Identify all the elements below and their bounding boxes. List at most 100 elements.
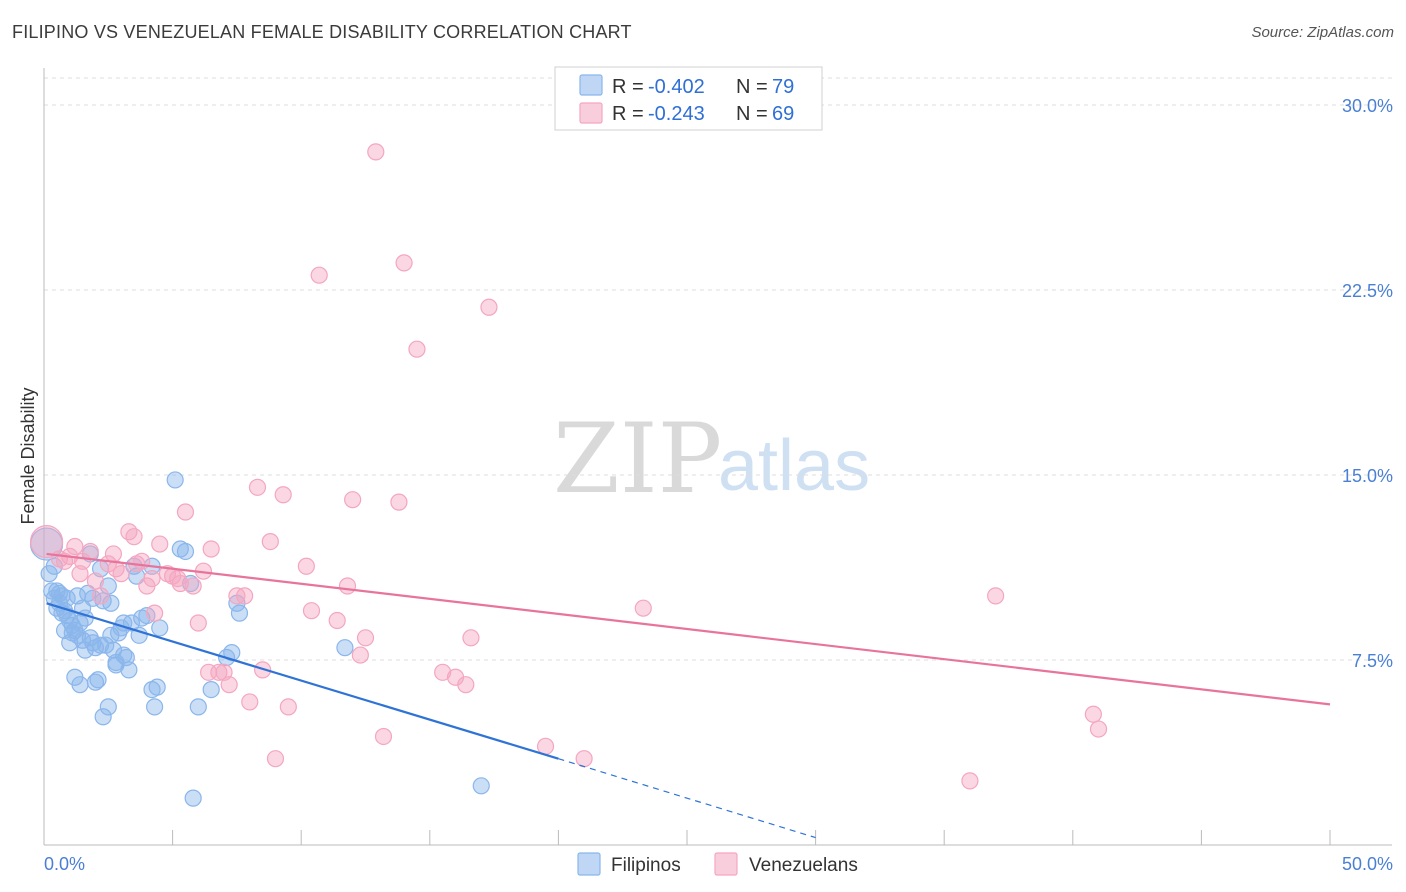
series-legend-swatch-venezuelans — [714, 852, 738, 876]
point-venezuelans-8 — [104, 545, 123, 563]
series-legend-swatch-filipinos — [577, 852, 601, 876]
chart-source: Source: ZipAtlas.com — [1251, 24, 1394, 41]
point-venezuelans-64 — [107, 560, 125, 578]
point-venezuelans-41 — [344, 491, 362, 509]
point-filipinos-74 — [53, 587, 71, 605]
point-filipinos-34 — [166, 471, 184, 489]
legend-swatch-venezuelans — [579, 102, 603, 124]
point-venezuelans-18 — [171, 574, 189, 593]
point-filipinos-42 — [94, 708, 112, 726]
point-venezuelans-62 — [71, 565, 89, 583]
point-venezuelans-14 — [145, 604, 164, 622]
point-filipinos-36 — [176, 542, 195, 561]
trend-line-extension-filipinos — [558, 758, 816, 839]
x-tick-label-1: 50.0% — [1342, 854, 1393, 874]
point-venezuelans-29 — [241, 693, 259, 711]
point-venezuelans-39 — [328, 611, 346, 630]
point-venezuelans-33 — [266, 750, 285, 768]
point-venezuelans-42 — [351, 646, 369, 664]
point-filipinos-54 — [336, 639, 354, 657]
trend-lines — [46, 552, 1331, 839]
point-filipinos-33 — [151, 619, 169, 637]
point-venezuelans-30 — [248, 478, 267, 496]
series-legend: Filipinos Venezuelans — [577, 852, 858, 876]
point-venezuelans-26 — [220, 676, 238, 694]
legend-r-value-filipinos: -0.402 — [648, 76, 705, 98]
point-filipinos-55 — [472, 777, 490, 795]
point-filipinos-45 — [120, 661, 138, 679]
legend-n-value-filipinos: 79 — [772, 76, 794, 98]
series-filipinos-points — [29, 471, 490, 807]
point-filipinos-77 — [115, 646, 133, 664]
point-venezuelans-43 — [356, 629, 375, 647]
point-filipinos-76 — [91, 636, 110, 654]
legend-r-label-venezuelans: R = — [612, 103, 644, 125]
point-venezuelans-21 — [189, 614, 207, 632]
point-venezuelans-53 — [480, 298, 498, 316]
point-venezuelans-57 — [987, 587, 1005, 605]
point-venezuelans-63 — [86, 572, 105, 590]
point-venezuelans-11 — [125, 528, 143, 546]
point-venezuelans-20 — [184, 577, 202, 595]
watermark-atlas: atlas — [718, 426, 870, 506]
legend-r-value-venezuelans: -0.243 — [648, 103, 705, 125]
point-venezuelans-3 — [66, 537, 84, 556]
point-venezuelans-40 — [338, 577, 357, 595]
point-venezuelans-59 — [1084, 705, 1102, 723]
point-filipinos-61 — [89, 671, 107, 689]
legend-r-label-filipinos: R = — [612, 76, 644, 98]
point-venezuelans-48 — [408, 340, 426, 358]
point-filipinos-53 — [230, 604, 249, 622]
point-venezuelans-68 — [200, 663, 218, 681]
point-filipinos-48 — [189, 698, 207, 716]
point-filipinos-43 — [99, 698, 117, 716]
point-venezuelans-52 — [462, 629, 480, 647]
watermark: ZIP atlas — [553, 403, 870, 515]
series-legend-label-venezuelans: Venezuelans — [749, 855, 858, 876]
point-venezuelans-67 — [169, 569, 187, 588]
point-venezuelans-56 — [634, 599, 652, 617]
y-tick-label-3: 30.0% — [1342, 96, 1393, 116]
point-venezuelans-46 — [390, 493, 408, 511]
point-filipinos-73 — [48, 582, 66, 600]
x-axis-tick-labels: 0.0% 50.0% — [44, 854, 1393, 874]
point-venezuelans-10 — [120, 523, 138, 541]
legend-n-value-venezuelans: 69 — [772, 103, 794, 125]
y-tick-label-2: 22.5% — [1342, 281, 1393, 301]
point-venezuelans-58 — [961, 772, 979, 790]
point-venezuelans-6 — [91, 587, 110, 605]
point-venezuelans-19 — [176, 503, 195, 521]
gridlines — [44, 77, 1392, 661]
point-venezuelans-36 — [297, 557, 315, 575]
point-filipinos-47 — [148, 678, 166, 696]
point-venezuelans-35 — [279, 698, 297, 716]
legend-swatch-filipinos — [579, 74, 603, 96]
point-venezuelans-44 — [367, 143, 385, 161]
point-venezuelans-47 — [395, 254, 413, 272]
point-filipinos-57 — [145, 698, 164, 716]
point-venezuelans-28 — [236, 587, 254, 605]
point-filipinos-71 — [130, 626, 148, 644]
legend-n-label-venezuelans: N = — [736, 103, 768, 125]
point-venezuelans-9 — [112, 565, 130, 583]
series-venezuelans-points — [29, 143, 1108, 790]
point-filipinos-62 — [97, 636, 115, 654]
point-venezuelans-32 — [261, 532, 279, 551]
point-venezuelans-34 — [274, 486, 292, 504]
point-venezuelans-60 — [1089, 720, 1108, 738]
chart-title: FILIPINO VS VENEZUELAN FEMALE DISABILITY… — [12, 22, 632, 42]
stats-legend: R = -0.402 N = 79 R = -0.243 N = 69 — [554, 66, 823, 131]
point-venezuelans-37 — [302, 602, 321, 620]
point-filipinos-59 — [63, 624, 81, 642]
point-venezuelans-23 — [202, 540, 220, 558]
point-venezuelans-38 — [310, 266, 328, 284]
point-venezuelans-0 — [29, 524, 64, 559]
point-filipinos-56 — [184, 789, 202, 807]
point-venezuelans-51 — [457, 676, 475, 694]
point-venezuelans-5 — [81, 542, 99, 561]
trend-line-venezuelans — [46, 552, 1331, 706]
point-venezuelans-15 — [151, 535, 169, 553]
trend-line-filipinos — [46, 602, 559, 760]
series-legend-label-filipinos: Filipinos — [611, 855, 681, 876]
